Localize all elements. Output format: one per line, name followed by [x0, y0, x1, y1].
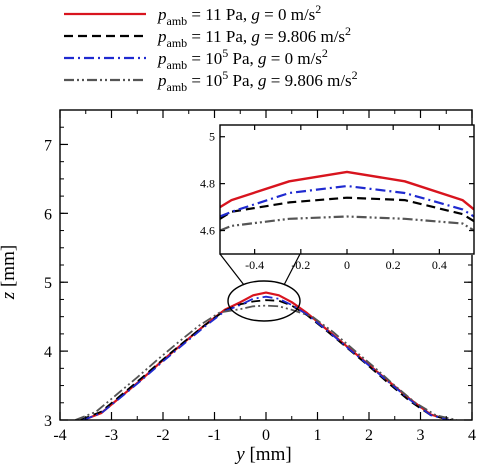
legend-entry: pamb = 105 Pa, g = 9.806 m/s2 — [64, 68, 358, 94]
main-y-tick-label: 5 — [44, 275, 52, 292]
main-y-tick-label: 7 — [44, 137, 52, 154]
inset-series-line-s4 — [220, 215, 474, 232]
main-x-tick-label: 4 — [468, 427, 476, 444]
main-y-tick-label: 3 — [44, 413, 52, 430]
inset-y-tick-label: 4.6 — [200, 224, 215, 238]
main-series-line-s3 — [82, 295, 450, 420]
main-x-tick-label: -3 — [105, 427, 118, 444]
main-y-tick-label: 6 — [44, 206, 52, 223]
legend-entry: pamb = 105 Pa, g = 0 m/s2 — [64, 46, 328, 72]
inset-series-line-s2 — [220, 196, 474, 223]
zoom-connector-left — [219, 253, 245, 286]
legend-label: pamb = 105 Pa, g = 0 m/s2 — [157, 46, 328, 72]
main-axes: -4 -3 -2 -1 0 1 2 3 4 3 4 5 6 7 — [44, 109, 476, 444]
inset-series-line-s3 — [220, 184, 474, 218]
inset-background — [220, 125, 475, 255]
inset-series-group — [220, 170, 474, 232]
legend-label: pamb = 11 Pa, g = 0 m/s2 — [157, 2, 321, 28]
inset-x-tick-label: 0 — [344, 258, 350, 272]
legend-label: pamb = 11 Pa, g = 9.806 m/s2 — [157, 24, 351, 50]
inset-series-line-s1 — [220, 170, 474, 211]
main-x-tick-label: 0 — [262, 427, 270, 444]
legend-entry: pamb = 11 Pa, g = 0 m/s2 — [64, 2, 321, 28]
inset-x-tick-label: -0.4 — [245, 258, 264, 272]
zoom-connector-right — [283, 253, 301, 286]
inset-y-tick-label: 4.8 — [200, 177, 215, 191]
main-y-tick-label: 4 — [44, 344, 52, 361]
zoom-ellipse — [227, 280, 301, 322]
x-axis-title: y [mm] — [234, 444, 291, 465]
inset-plot: -0.4 -0.2 0 0.2 0.44.64.85 — [200, 124, 475, 272]
y-axis-title: z [mm] — [0, 245, 19, 300]
main-plot: -4 -3 -2 -1 0 1 2 3 4 3 4 5 6 7 — [44, 109, 476, 444]
main-series-line-s4 — [75, 304, 457, 420]
main-series-group — [75, 291, 457, 420]
main-x-tick-label: -2 — [156, 427, 169, 444]
main-x-tick-label: 1 — [314, 427, 322, 444]
main-series-line-s2 — [80, 299, 452, 420]
legend-label: pamb = 105 Pa, g = 9.806 m/s2 — [157, 68, 358, 94]
inset-x-tick-label: 0.2 — [386, 258, 401, 272]
legend-entry: pamb = 11 Pa, g = 9.806 m/s2 — [64, 24, 351, 50]
main-x-tick-label: 2 — [365, 427, 373, 444]
main-x-tick-label: -4 — [53, 427, 66, 444]
main-x-tick-label: -1 — [208, 427, 221, 444]
inset-x-tick-label: 0.4 — [432, 258, 447, 272]
inset-y-tick-label: 5 — [209, 130, 215, 144]
main-series-line-s1 — [82, 291, 450, 420]
main-x-tick-label: 3 — [417, 427, 425, 444]
